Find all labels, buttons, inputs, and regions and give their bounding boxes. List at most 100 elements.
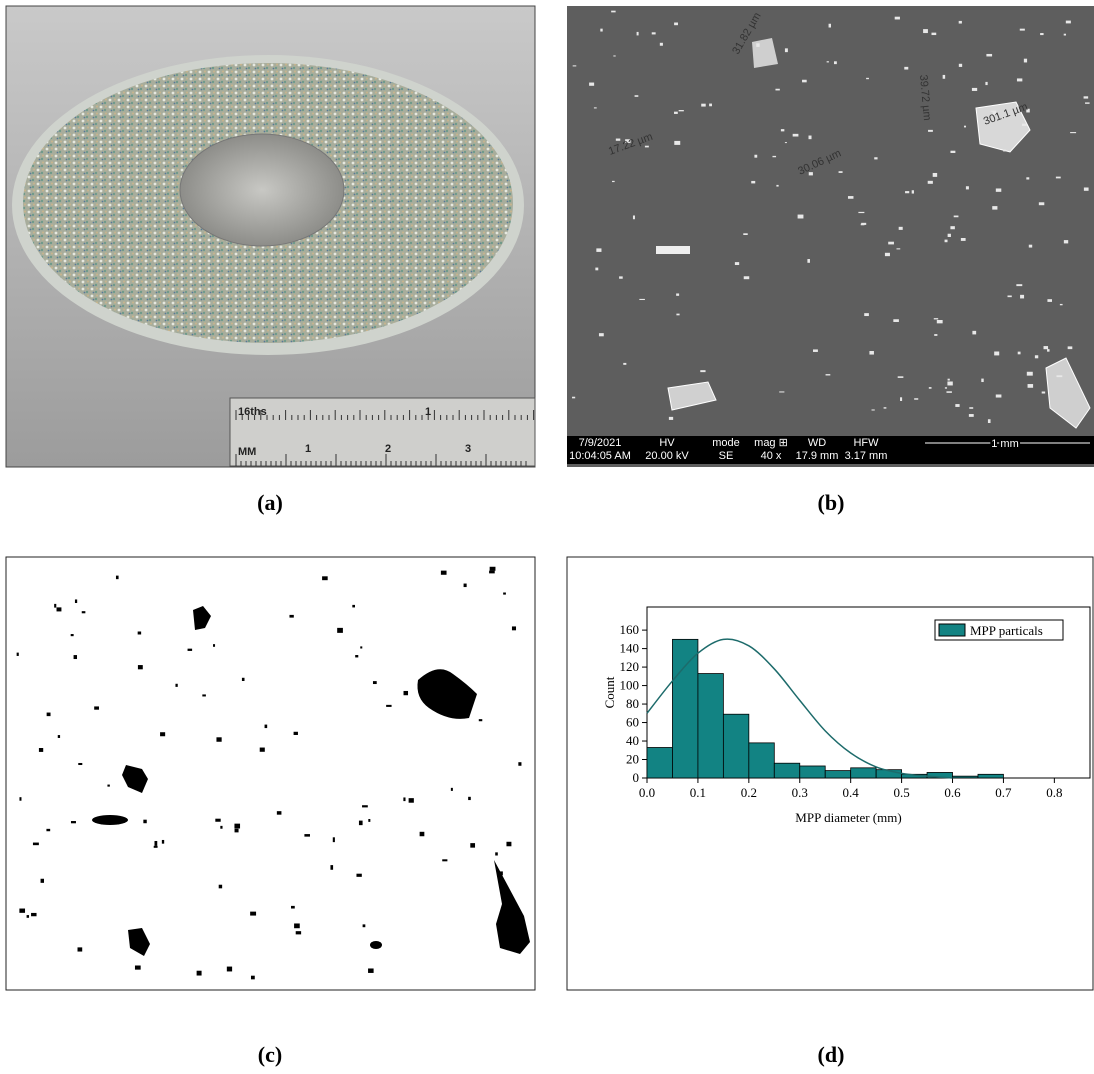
y-tick-label: 80 [626, 696, 639, 711]
speck [359, 821, 363, 826]
speck [71, 634, 74, 636]
speck [57, 607, 62, 611]
speck [858, 212, 864, 213]
speck [27, 915, 29, 918]
speck [996, 394, 1002, 397]
speck [1070, 132, 1076, 133]
speck [772, 156, 776, 157]
speck [1064, 34, 1066, 36]
speck [948, 379, 950, 381]
speck [885, 253, 890, 256]
speck [700, 370, 705, 372]
x-tick-label: 0.2 [741, 785, 757, 800]
speck [996, 188, 1001, 191]
speck [943, 75, 946, 79]
y-tick-label: 140 [620, 641, 640, 656]
speck [701, 104, 705, 107]
speck [162, 840, 164, 844]
speck [1066, 21, 1071, 24]
y-tick-label: 160 [620, 622, 640, 637]
speck [304, 834, 310, 837]
bar [851, 768, 876, 778]
speck [333, 837, 335, 842]
info-text: 17.9 mm [796, 450, 839, 462]
speck [1020, 295, 1024, 299]
speck [31, 913, 36, 916]
speck [78, 763, 82, 765]
speck [1064, 240, 1068, 243]
speck [1084, 96, 1089, 98]
speck [898, 376, 904, 378]
speck [912, 190, 914, 193]
speck [616, 139, 620, 141]
speck [1017, 78, 1022, 81]
speck [945, 240, 948, 243]
speck [793, 134, 799, 137]
speck [58, 735, 60, 738]
speck [41, 879, 44, 883]
speck [444, 703, 450, 707]
speck [988, 419, 991, 423]
speck [403, 797, 405, 801]
speck [265, 725, 268, 728]
panel-label: (b) [818, 490, 845, 515]
speck [1085, 102, 1090, 103]
x-tick-label: 0.8 [1046, 785, 1062, 800]
speck [1020, 29, 1025, 31]
speck [368, 968, 374, 972]
speck [751, 181, 755, 183]
y-tick-label: 0 [633, 770, 640, 785]
bar [698, 674, 723, 778]
speck [599, 333, 604, 336]
speck [1068, 346, 1073, 349]
speck [639, 299, 645, 300]
speck [959, 64, 962, 67]
speck [994, 352, 999, 356]
ruler-label: MM [238, 446, 256, 458]
sem-image [567, 6, 1094, 467]
speck [872, 409, 875, 410]
speck [1022, 124, 1027, 126]
speck [227, 967, 232, 972]
speck [1018, 352, 1021, 355]
speck [1003, 150, 1006, 152]
x-tick-label: 0.7 [995, 785, 1012, 800]
x-tick-label: 0.6 [944, 785, 961, 800]
info-text: 40 x [761, 450, 782, 462]
speck [1029, 245, 1032, 248]
speck [735, 262, 739, 265]
speck [807, 259, 810, 263]
speck [197, 971, 202, 976]
speck [138, 665, 143, 669]
speck [202, 694, 206, 696]
scale-label: 1 mm [991, 438, 1019, 450]
speck [356, 874, 361, 877]
speck [934, 334, 937, 336]
speck [360, 646, 362, 648]
speck [928, 181, 933, 184]
info-text: mode [712, 437, 740, 449]
panel-label: (c) [258, 1042, 282, 1067]
speck [869, 351, 874, 355]
speck [220, 826, 222, 829]
bar [723, 714, 748, 778]
info-text: WD [808, 437, 826, 449]
speck [904, 67, 908, 70]
speck [33, 843, 39, 846]
speck [355, 655, 358, 657]
speck [895, 17, 900, 20]
speck [337, 628, 343, 633]
x-axis-label: MPP diameter (mm) [795, 810, 901, 825]
speck [404, 691, 408, 695]
speck [289, 615, 293, 618]
speck [160, 732, 165, 736]
speck [19, 797, 21, 801]
speck [251, 976, 255, 980]
speck [633, 215, 635, 219]
speck [969, 414, 974, 417]
speck [291, 906, 295, 909]
ruler-label: 16ths [238, 406, 267, 418]
speck [215, 819, 220, 822]
speck [277, 811, 282, 815]
speck [744, 276, 749, 279]
